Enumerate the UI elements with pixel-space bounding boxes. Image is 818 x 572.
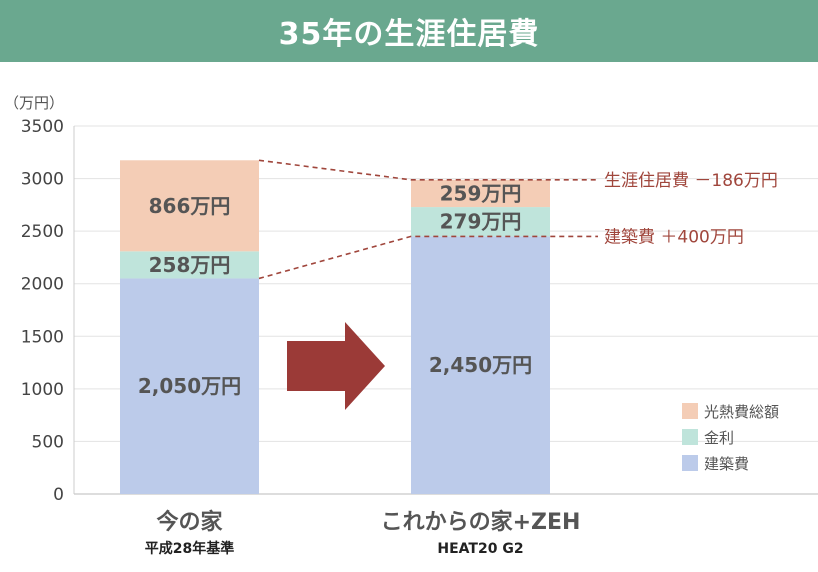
legend-swatch <box>682 403 698 419</box>
category-label: これからの家+ZEH <box>381 509 581 535</box>
y-axis-ticks: 0 500 1000 1500 2000 2500 3000 3500 <box>21 117 64 505</box>
y-tick-label: 2000 <box>21 275 64 295</box>
y-axis-unit-label: （万円） <box>4 94 64 112</box>
bar-segment <box>120 278 259 494</box>
legend-label: 光熱費総額 <box>704 403 779 421</box>
y-tick-label: 1000 <box>21 380 64 400</box>
bar-segment <box>411 236 550 494</box>
bars: 2,050万円 258万円 866万円 2,450万円 279万円 259万円 <box>120 160 550 494</box>
legend-label: 金利 <box>704 429 734 447</box>
bar-value-label: 2,450万円 <box>429 353 532 377</box>
chart: （万円） 0 500 1000 1500 2000 2500 3000 3500 2,050万… <box>4 94 818 557</box>
annotation-label: 建築費 ＋400万円 <box>604 227 744 247</box>
bar-segment <box>120 251 259 279</box>
bar-segment <box>411 207 550 237</box>
legend-label: 建築費 <box>704 455 749 473</box>
bar-segment <box>411 179 550 208</box>
y-tick-label: 1500 <box>21 327 64 347</box>
legend-swatch <box>682 455 698 471</box>
connector-lines <box>258 159 598 280</box>
bar-value-label: 279万円 <box>440 210 522 234</box>
bar-value-label: 259万円 <box>440 181 522 205</box>
right-arrow-icon <box>287 322 385 410</box>
category-sublabel: HEAT20 G2 <box>437 541 523 557</box>
total-connector-line <box>258 159 598 181</box>
y-tick-label: 500 <box>32 432 64 452</box>
bar-value-label: 258万円 <box>149 253 231 277</box>
y-tick-label: 3500 <box>21 117 64 137</box>
bar-value-label: 2,050万円 <box>138 374 241 398</box>
chart-title: 35年の生涯住居費 <box>0 0 818 62</box>
y-tick-label: 0 <box>53 485 64 505</box>
bar-segment <box>120 160 259 252</box>
build-cost-connector-line <box>258 235 598 280</box>
category-label: 今の家 <box>156 509 223 535</box>
y-tick-label: 2500 <box>21 222 64 242</box>
annotation-label: 生涯住居費 －186万円 <box>604 171 778 191</box>
y-tick-label: 3000 <box>21 170 64 190</box>
category-sublabel: 平成28年基準 <box>145 540 234 557</box>
bar-value-label: 866万円 <box>149 194 231 218</box>
legend-swatch <box>682 429 698 445</box>
